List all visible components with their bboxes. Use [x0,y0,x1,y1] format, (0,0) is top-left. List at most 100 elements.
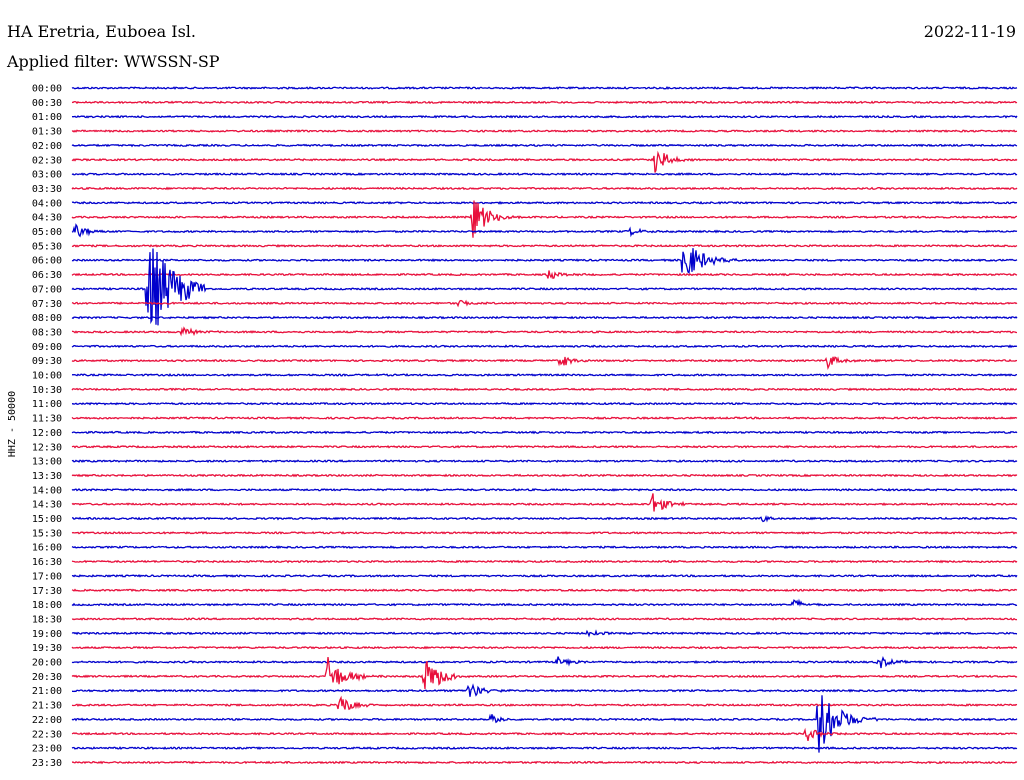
trace-layer [71,86,1018,765]
time-tick-label: 19:00 [32,629,62,640]
trace-0000 [71,86,1018,90]
time-tick-label: 02:00 [32,141,62,152]
time-tick-label: 17:30 [32,586,62,597]
trace-2030 [71,657,1018,690]
time-tick-label: 16:30 [32,557,62,568]
trace-0100 [71,114,1018,119]
trace-1800 [71,598,1018,607]
time-tick-label: 04:30 [32,213,62,224]
time-tick-label: 13:30 [32,471,62,482]
time-tick-label: 15:30 [32,528,62,539]
trace-1030 [71,387,1017,392]
time-tick-label: 07:30 [32,299,62,310]
time-tick-label: 19:30 [32,643,62,654]
filter-label: Applied filter: WWSSN-SP [7,52,220,71]
time-tick-label: 16:00 [32,543,62,554]
trace-0730 [71,299,1018,308]
trace-0530 [71,243,1018,248]
trace-1300 [71,459,1018,463]
trace-0800 [71,315,1018,320]
time-tick-label: 22:00 [32,715,62,726]
time-tick-label: 10:00 [32,371,62,382]
time-tick-label: 09:00 [32,342,62,353]
trace-1400 [71,487,1018,492]
time-tick-label: 14:30 [32,500,62,511]
trace-2230 [71,727,1018,742]
trace-1500 [71,514,1018,523]
time-tick-label: 11:30 [32,414,62,425]
time-tick-label: 02:30 [32,155,62,166]
time-tick-label: 05:30 [32,241,62,252]
time-tick-label: 06:00 [32,256,62,267]
time-tick-label: 03:30 [32,184,62,195]
trace-1600 [71,545,1018,550]
time-tick-label: 15:00 [32,514,62,525]
time-tick-label: 08:00 [32,313,62,324]
time-tick-label: 21:30 [32,701,62,712]
trace-0430 [71,200,1018,238]
trace-0930 [71,356,1018,371]
time-tick-label: 20:30 [32,672,62,683]
trace-0130 [71,129,1018,133]
time-tick-label: 11:00 [32,399,62,410]
trace-0500 [71,223,1018,238]
trace-1200 [71,430,1018,435]
time-tick-label: 12:00 [32,428,62,439]
time-tick-label: 01:30 [32,127,62,138]
trace-0200 [71,143,1018,148]
trace-1100 [71,401,1018,406]
trace-1530 [71,530,1018,535]
trace-0030 [71,100,1018,105]
time-tick-label: 03:00 [32,170,62,181]
time-tick-label: 14:00 [32,485,62,496]
time-tick-label: 06:30 [32,270,62,281]
time-tick-labels: 00:00 00:30 01:00 01:30 02:00 02:30 03:00 03:30… [32,84,62,769]
trace-1830 [71,617,1018,621]
trace-2200 [71,695,1018,753]
trace-1430 [71,493,1018,512]
time-tick-label: 23:30 [32,758,62,769]
trace-1700 [71,573,1018,578]
trace-1230 [71,444,1018,449]
trace-2330 [71,760,1018,765]
trace-0230 [71,150,1018,173]
trace-0400 [71,200,1018,205]
time-tick-label: 10:30 [32,385,62,396]
trace-1930 [71,645,1018,650]
time-tick-label: 23:00 [32,744,62,755]
time-tick-label: 21:00 [32,686,62,697]
time-tick-label: 12:30 [32,442,62,453]
time-tick-label: 07:00 [32,284,62,295]
trace-2130 [71,695,1018,711]
time-tick-label: 08:30 [32,327,62,338]
trace-1000 [71,373,1018,377]
y-axis-label: HHZ - 50000 [7,391,18,457]
trace-1900 [71,629,1018,638]
trace-2000 [71,656,1018,669]
time-tick-label: 05:00 [32,227,62,238]
trace-0630 [71,270,1018,280]
trace-0330 [71,186,1018,191]
trace-1730 [71,588,1018,593]
time-tick-label: 20:00 [32,658,62,669]
time-tick-label: 09:30 [32,356,62,367]
time-tick-label: 13:00 [32,457,62,468]
trace-0830 [71,326,1017,337]
time-tick-label: 04:00 [32,198,62,209]
trace-1630 [71,559,1018,564]
time-tick-label: 22:30 [32,729,62,740]
trace-1330 [71,473,1018,478]
trace-0300 [71,172,1018,177]
time-tick-label: 01:00 [32,112,62,123]
time-tick-label: 18:00 [32,600,62,611]
time-tick-label: 18:30 [32,614,62,625]
trace-2100 [72,683,1018,697]
time-tick-label: 00:00 [32,84,62,95]
trace-2300 [71,746,1018,751]
trace-1130 [71,416,1018,420]
record-date: 2022-11-19 [923,22,1016,41]
trace-0600 [71,248,1018,274]
time-tick-label: 17:00 [32,571,62,582]
time-tick-label: 00:30 [32,98,62,109]
